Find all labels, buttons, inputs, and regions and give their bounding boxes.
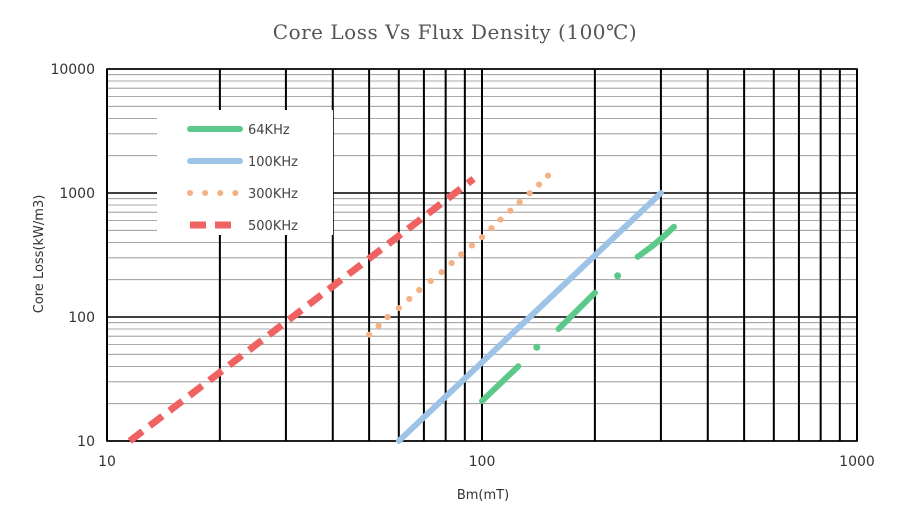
- series-point-300KHz: [395, 304, 402, 312]
- series-point-300KHz: [468, 242, 476, 249]
- series-point-300KHz: [507, 207, 514, 214]
- series-line-64KHz: [634, 223, 677, 260]
- y-tick-label: 1000: [59, 186, 95, 202]
- series-point-300KHz: [536, 181, 543, 188]
- series-point-300KHz: [488, 225, 495, 232]
- series-point-300KHz: [497, 216, 504, 223]
- series-point-64KHz: [533, 343, 541, 351]
- y-tick-label: 10: [77, 434, 95, 450]
- series-point-300KHz: [438, 269, 445, 276]
- y-axis-title: Core Loss(kW/m3): [32, 195, 47, 314]
- x-tick-label: 10: [98, 454, 116, 470]
- series-point-300KHz: [375, 322, 382, 329]
- tick-labels: 10 100 1000 10 100 1000 10000: [50, 62, 874, 470]
- x-tick-label: 100: [469, 454, 496, 470]
- series-point-300KHz: [458, 251, 465, 258]
- legend-label: 64KHz: [248, 123, 290, 138]
- legend-label: 300KHz: [248, 187, 298, 202]
- series-lines: [127, 172, 677, 444]
- x-tick-label: 1000: [839, 454, 875, 470]
- chart-title: Core Loss Vs Flux Density (100℃): [273, 20, 637, 44]
- legend-label: 500KHz: [248, 219, 298, 234]
- series-point-300KHz: [427, 277, 434, 285]
- series-line-64KHz: [479, 363, 522, 404]
- series-line-64KHz: [555, 289, 598, 332]
- series-point-300KHz: [478, 234, 486, 241]
- series-point-64KHz: [614, 272, 622, 280]
- series-line-100KHz: [395, 190, 664, 444]
- series-point-300KHz: [544, 172, 552, 179]
- series-point-300KHz: [516, 198, 523, 206]
- series-point-300KHz: [416, 286, 423, 294]
- series-point-300KHz: [366, 331, 373, 338]
- y-tick-label: 100: [68, 310, 95, 326]
- series-point-300KHz: [406, 295, 413, 302]
- legend: 64KHz 100KHz 300KHz 500KHz: [157, 110, 333, 235]
- plot-frame: [106, 68, 858, 442]
- series-point-300KHz: [526, 190, 533, 197]
- x-axis-title: Bm(mT): [457, 488, 509, 503]
- series-point-300KHz: [448, 260, 455, 267]
- series-point-300KHz: [384, 313, 391, 321]
- legend-box: [157, 110, 333, 235]
- y-tick-label: 10000: [50, 62, 95, 78]
- legend-label: 100KHz: [248, 155, 298, 170]
- series-line-500KHz: [127, 176, 476, 444]
